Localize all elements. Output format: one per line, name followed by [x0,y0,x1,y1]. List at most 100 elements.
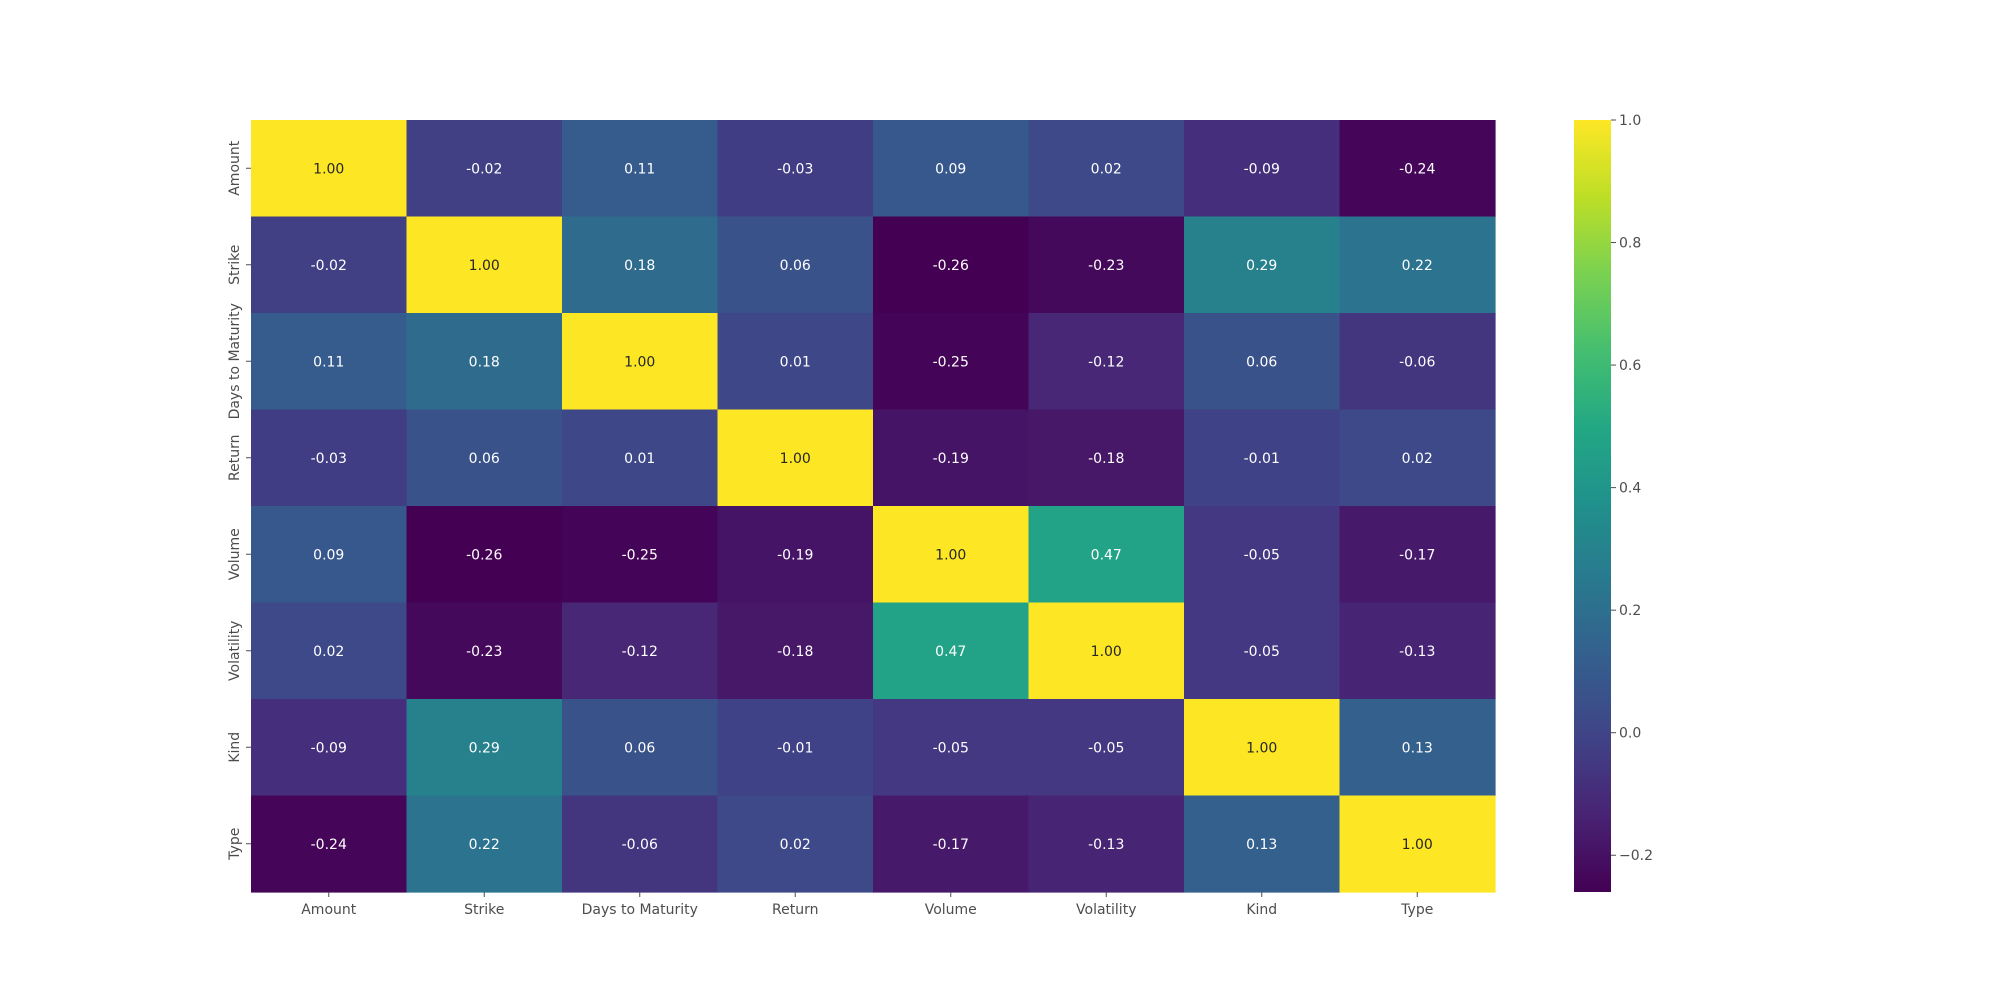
heatmap-cell-0-3 [717,120,874,218]
cell-value-label: -0.03 [777,161,813,177]
heatmap-cell-4-7 [1339,506,1496,604]
heatmap-cell-5-4 [873,602,1030,700]
cell-value-label: -0.02 [466,161,502,177]
heatmap-cell-5-3 [717,602,874,700]
cell-value-label: -0.05 [1088,740,1124,756]
heatmap-cell-3-3 [717,409,874,507]
heatmap-cell-3-1 [406,409,563,507]
cell-value-label: 0.09 [313,547,344,563]
cell-value-label: 1.00 [1402,837,1433,853]
y-tick-label: Volatility [227,621,243,681]
heatmap-cell-6-2 [562,699,719,797]
heatmap-cell-4-0 [251,506,408,604]
colorbar-tick-label: 0.6 [1619,358,1641,374]
colorbar-tick-label: −0.2 [1619,848,1653,864]
cell-value-label: 0.06 [469,451,500,467]
heatmap-cell-2-6 [1184,313,1341,411]
heatmap-cell-2-3 [717,313,874,411]
heatmap-cell-5-6 [1184,602,1341,700]
heatmap-cell-7-7 [1339,795,1496,893]
cell-value-label: -0.26 [466,547,502,563]
y-tick-label: Days to Maturity [227,303,243,419]
heatmap-cell-4-2 [562,506,719,604]
cell-value-label: -0.05 [1244,644,1280,660]
heatmap-cell-7-6 [1184,795,1341,893]
heatmap-cell-4-5 [1028,506,1185,604]
cell-value-label: -0.18 [777,644,813,660]
heatmap-cell-3-2 [562,409,719,507]
cell-value-label: -0.13 [1088,837,1124,853]
cell-value-label: 0.11 [624,161,655,177]
x-tick-label: Volatility [1076,902,1136,918]
heatmap-cell-4-6 [1184,506,1341,604]
heatmap-cell-2-5 [1028,313,1185,411]
heatmap-cell-1-5 [1028,216,1185,314]
cell-value-label: -0.24 [311,837,347,853]
y-tick-label: Return [227,435,243,481]
heatmap-cell-3-7 [1339,409,1496,507]
cell-value-label: -0.25 [622,547,658,563]
cell-value-label: 0.18 [469,354,500,370]
heatmap-cell-6-6 [1184,699,1341,797]
x-tick-label: Return [772,902,818,918]
heatmap-cell-1-2 [562,216,719,314]
cell-value-label: -0.24 [1399,161,1435,177]
cell-value-label: 0.29 [1246,258,1277,274]
cell-value-label: -0.19 [933,451,969,467]
cell-value-label: -0.17 [933,837,969,853]
x-tick-label: Kind [1246,902,1277,918]
heatmap-cell-1-7 [1339,216,1496,314]
heatmap-cell-1-0 [251,216,408,314]
heatmap-cell-0-1 [406,120,563,218]
cell-value-label: 1.00 [469,258,500,274]
heatmap-cell-5-0 [251,602,408,700]
y-tick-label: Strike [227,245,243,285]
cell-value-label: -0.09 [1244,161,1280,177]
heatmap-cell-3-5 [1028,409,1185,507]
cell-value-label: 1.00 [780,451,811,467]
heatmap-cell-6-4 [873,699,1030,797]
cell-value-label: -0.18 [1088,451,1124,467]
heatmap-cell-0-0 [251,120,408,218]
colorbar-tick-label: 0.2 [1619,603,1641,619]
cell-value-label: 1.00 [313,161,344,177]
cell-value-label: 0.06 [624,740,655,756]
cell-value-label: -0.19 [777,547,813,563]
heatmap-cell-0-5 [1028,120,1185,218]
y-tick-label: Amount [227,140,243,196]
heatmap-cell-3-0 [251,409,408,507]
heatmap-cell-2-2 [562,313,719,411]
heatmap-cell-5-2 [562,602,719,700]
heatmap-cell-3-4 [873,409,1030,507]
heatmap-cell-0-7 [1339,120,1496,218]
x-tick-label: Strike [464,902,504,918]
heatmap-cell-0-2 [562,120,719,218]
y-tick-label: Volume [227,528,243,580]
y-tick-label: Type [227,828,243,861]
cell-value-label: 0.22 [1402,258,1433,274]
heatmap-cell-2-4 [873,313,1030,411]
cell-value-label: 0.02 [1091,161,1122,177]
cell-value-label: 0.02 [313,644,344,660]
cell-value-label: -0.02 [311,258,347,274]
cell-value-label: 0.06 [780,258,811,274]
cell-value-label: 0.18 [624,258,655,274]
heatmap-cell-6-5 [1028,699,1185,797]
x-tick-label: Type [1400,902,1433,918]
cell-value-label: -0.17 [1399,547,1435,563]
heatmap-cell-6-3 [717,699,874,797]
cell-value-label: 0.02 [780,837,811,853]
heatmap-cell-2-1 [406,313,563,411]
heatmap-cell-7-3 [717,795,874,893]
cell-value-label: -0.26 [933,258,969,274]
cell-value-label: -0.01 [1244,451,1280,467]
cell-value-label: -0.12 [622,644,658,660]
heatmap-cell-7-0 [251,795,408,893]
heatmap-cell-5-7 [1339,602,1496,700]
cell-value-label: -0.25 [933,354,969,370]
y-tick-label: Kind [227,732,243,763]
heatmap-cell-6-1 [406,699,563,797]
cell-value-label: -0.12 [1088,354,1124,370]
